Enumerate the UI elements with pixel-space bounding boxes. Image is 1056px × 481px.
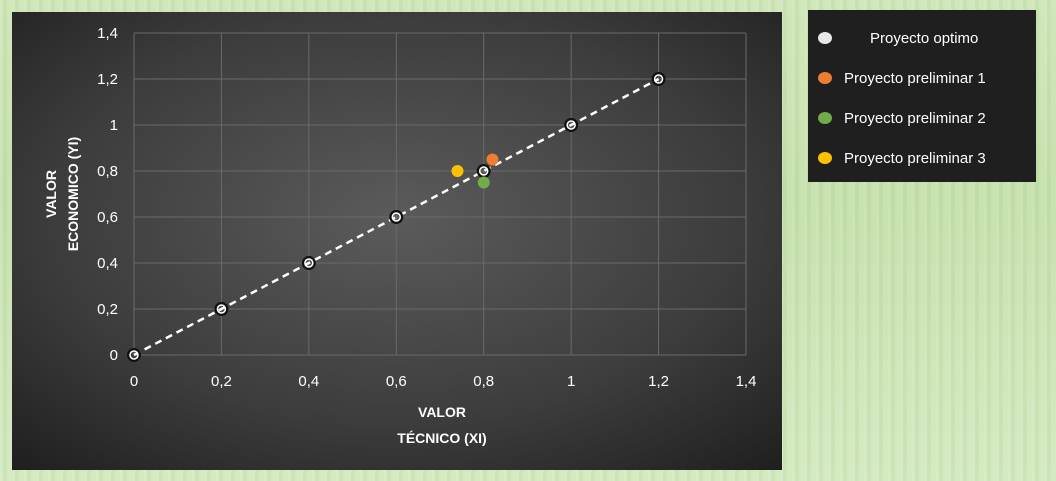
legend-item-proyecto-optimo: Proyecto optimo — [818, 18, 1036, 58]
data-point-preliminar — [451, 165, 464, 177]
data-point-optimo — [129, 350, 139, 360]
y-tick-label: 1 — [110, 117, 118, 134]
data-point-optimo-outline — [389, 210, 404, 224]
data-point-optimo-outline — [127, 348, 141, 362]
legend-label: Proyecto optimo — [870, 29, 979, 47]
data-point-optimo — [216, 304, 227, 314]
y-tick-label: 0,6 — [97, 209, 118, 226]
data-point-optimo — [391, 212, 402, 222]
y-tick-label: 1,4 — [97, 25, 118, 42]
data-point-optimo-outline — [564, 118, 579, 132]
legend-marker-icon — [818, 72, 832, 84]
x-tick-label: 1,2 — [648, 373, 669, 390]
x-tick-label: 0,8 — [473, 373, 494, 390]
chart-background — [12, 12, 782, 470]
data-point-optimo-outline — [214, 302, 229, 316]
x-axis-title-line: TÉCNICO (XI) — [397, 430, 486, 446]
y-axis-title-line: ECONOMICO (YI) — [65, 137, 81, 251]
data-point-optimo — [304, 258, 314, 268]
x-tick-label: 0,2 — [211, 373, 232, 390]
chart-svg: 0 0,2 0,4 0,6 0,8 1 1,2 1,4 0 0,2 0,4 0,6 0,8 1 1,2 1,4… — [12, 12, 782, 470]
legend-label: Proyecto preliminar 3 — [844, 149, 986, 167]
legend-marker-icon — [818, 32, 832, 44]
data-point-optimo-outline — [301, 256, 316, 270]
y-tick-label: 0,2 — [97, 301, 118, 318]
x-axis-title-line: VALOR — [418, 404, 466, 420]
y-tick-label: 1,2 — [97, 71, 118, 88]
data-point-optimo — [566, 120, 576, 130]
data-point-optimo-outline — [651, 72, 666, 86]
series — [127, 72, 666, 362]
legend-marker-icon — [818, 112, 832, 124]
data-point-preliminar — [477, 176, 490, 189]
x-tick-label: 1 — [567, 373, 575, 390]
legend-item-preliminar-2: Proyecto preliminar 2 — [818, 98, 1036, 138]
legend-item-preliminar-1: Proyecto preliminar 1 — [818, 58, 1036, 98]
legend-marker-icon — [818, 152, 832, 164]
y-axis-title-line: VALOR — [43, 170, 59, 218]
x-tick-label: 0,6 — [386, 373, 407, 390]
y-tick-label: 0 — [110, 347, 118, 364]
x-tick-label: 0 — [130, 373, 138, 390]
legend-item-preliminar-3: Proyecto preliminar 3 — [818, 138, 1036, 178]
series-line — [133, 77, 660, 357]
data-point-optimo — [653, 74, 664, 84]
tick-labels: 0 0,2 0,4 0,6 0,8 1 1,2 1,4 0 0,2 0,4 0,6 0,8 1 1,2 1,4 — [97, 25, 756, 390]
scatter-chart: 0 0,2 0,4 0,6 0,8 1 1,2 1,4 0 0,2 0,4 0,6 0,8 1 1,2 1,4… — [12, 12, 782, 470]
x-tick-label: 1,4 — [736, 373, 757, 390]
y-tick-label: 0,8 — [97, 163, 118, 180]
legend: Proyecto optimo Proyecto preliminar 1 Pr… — [808, 10, 1036, 182]
data-point-optimo — [478, 166, 489, 176]
legend-label: Proyecto preliminar 1 — [844, 69, 986, 87]
grid — [133, 32, 747, 356]
axis-titles: VALOR TÉCNICO (XI) VALOR ECONOMICO (YI) — [43, 137, 487, 446]
x-tick-label: 0,4 — [298, 373, 319, 390]
data-point-preliminar — [486, 153, 499, 166]
legend-label: Proyecto preliminar 2 — [844, 109, 986, 127]
y-tick-label: 0,4 — [97, 255, 118, 272]
